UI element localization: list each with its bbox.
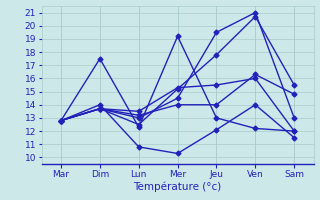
X-axis label: Température (°c): Température (°c) [133,181,222,192]
